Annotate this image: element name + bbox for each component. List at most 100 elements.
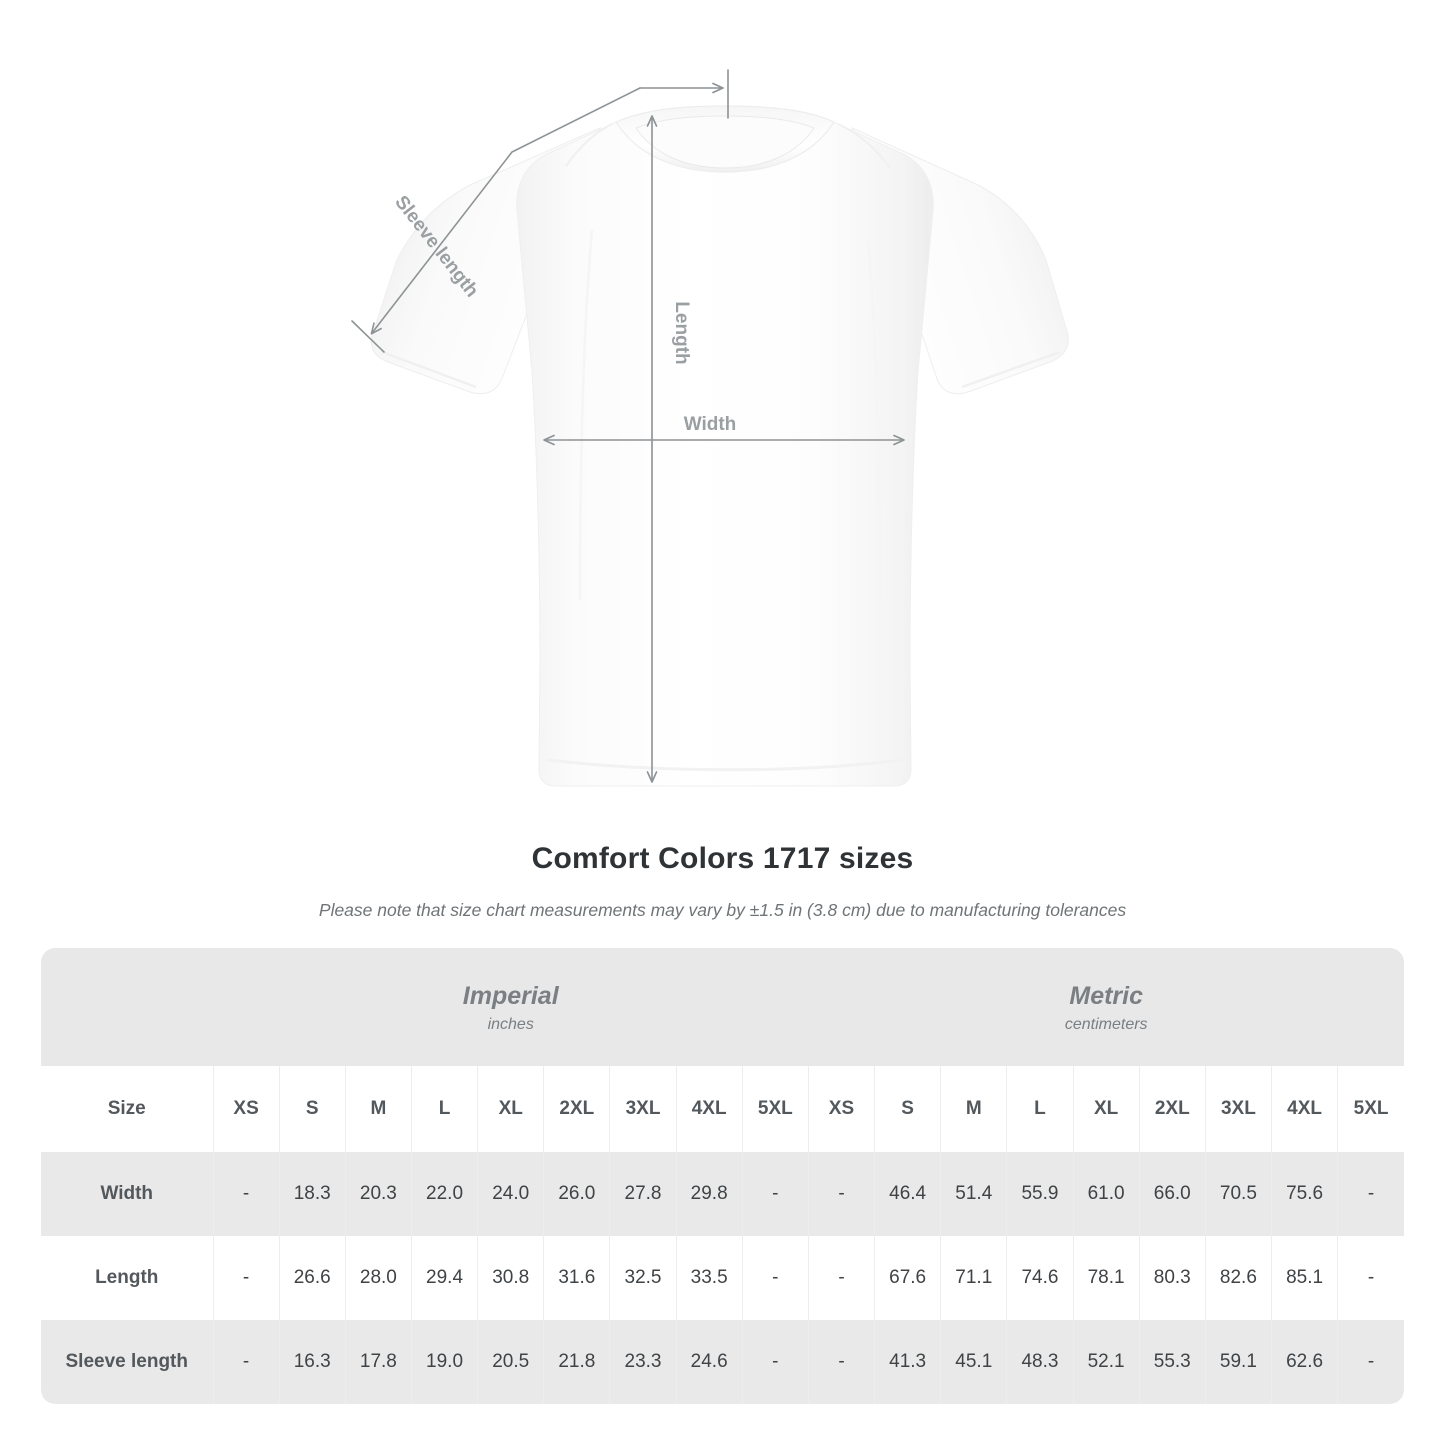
cell-sleeve-length-metric-xs: - — [807, 1320, 875, 1404]
cell-length-imperial-2xl: 31.6 — [543, 1236, 610, 1320]
cell-sleeve-length-imperial-5xl: - — [741, 1320, 809, 1404]
left-sleeve-hem — [381, 350, 477, 389]
bottom-hem — [547, 758, 903, 772]
column-header-imperial-5xl: 5XL — [741, 1066, 809, 1152]
sleeve-length-line — [370, 87, 641, 335]
unit-system-name: Metric — [1069, 981, 1144, 1010]
cell-sleeve-length-metric-5xl: - — [1337, 1320, 1404, 1404]
cell-sleeve-length-metric-l: 48.3 — [1006, 1320, 1074, 1404]
cell-width-metric-2xl: 66.0 — [1138, 1152, 1206, 1236]
cell-width-imperial-xl: 24.0 — [477, 1152, 544, 1236]
collar-opening — [635, 115, 815, 169]
size-header-row: Size XS S M L XL 2XL 3XL 4XL 5XL XS S M L XL 2XL 3XL 4XL 5… — [41, 1066, 1404, 1152]
column-header-metric-4xl: 4XL — [1270, 1066, 1338, 1152]
cell-length-metric-5xl: - — [1337, 1236, 1404, 1320]
cell-width-imperial-s: 18.3 — [278, 1152, 346, 1236]
cell-length-metric-s: 67.6 — [874, 1236, 941, 1320]
cell-width-metric-5xl: - — [1337, 1152, 1404, 1236]
column-header-metric-5xl: 5XL — [1337, 1066, 1404, 1152]
cell-length-imperial-m: 28.0 — [344, 1236, 412, 1320]
cell-sleeve-length-metric-2xl: 55.3 — [1138, 1320, 1206, 1404]
cell-length-imperial-3xl: 32.5 — [609, 1236, 677, 1320]
column-header-size: Size — [41, 1066, 213, 1152]
cell-width-metric-m: 51.4 — [940, 1152, 1007, 1236]
cell-width-metric-l: 55.9 — [1006, 1152, 1074, 1236]
cell-length-metric-xl: 78.1 — [1072, 1236, 1140, 1320]
table-row: Width -18.3 20.3 22.0 24.0 26.0 27.8 29.8- -46.4… — [41, 1152, 1404, 1236]
column-header-imperial-xl: XL — [477, 1066, 544, 1152]
table-row: Sleeve length -16.3 17.8 19.0 20.5 21.8 23.3 24… — [41, 1320, 1404, 1404]
cell-width-metric-xl: 61.0 — [1072, 1152, 1140, 1236]
column-header-metric-3xl: 3XL — [1204, 1066, 1272, 1152]
cell-sleeve-length-metric-4xl: 62.6 — [1270, 1320, 1338, 1404]
width-label: Width — [684, 414, 737, 435]
measurement-annotations — [351, 69, 905, 783]
cell-width-metric-s: 46.4 — [874, 1152, 941, 1236]
tshirt-illustration: Sleeve length Length Width — [351, 69, 1069, 787]
column-header-metric-2xl: 2XL — [1138, 1066, 1206, 1152]
column-header-imperial-s: S — [278, 1066, 346, 1152]
column-header-imperial-2xl: 2XL — [543, 1066, 610, 1152]
cell-length-imperial-5xl: - — [741, 1236, 809, 1320]
page-title: Comfort Colors 1717 sizes — [531, 842, 914, 875]
cell-width-imperial-5xl: - — [741, 1152, 809, 1236]
cell-sleeve-length-imperial-s: 16.3 — [278, 1320, 346, 1404]
cell-length-imperial-s: 26.6 — [278, 1236, 346, 1320]
cell-sleeve-length-imperial-xl: 20.5 — [477, 1320, 544, 1404]
fabric-fold-left — [578, 229, 594, 601]
cell-width-imperial-4xl: 29.8 — [675, 1152, 743, 1236]
unit-system-imperial: Imperial inches — [213, 948, 809, 1066]
column-header-metric-s: S — [874, 1066, 941, 1152]
row-label-length: Length — [41, 1236, 213, 1320]
column-header-metric-l: L — [1006, 1066, 1074, 1152]
unit-system-unit: centimeters — [1064, 1015, 1148, 1033]
cell-sleeve-length-imperial-3xl: 23.3 — [609, 1320, 677, 1404]
sleeve-length-end-tick — [351, 320, 385, 353]
tshirt-diagram-svg: Sleeve length Length Width — [351, 69, 1069, 787]
cell-sleeve-length-metric-m: 45.1 — [940, 1320, 1007, 1404]
cell-length-metric-3xl: 82.6 — [1204, 1236, 1272, 1320]
cell-length-metric-2xl: 80.3 — [1138, 1236, 1206, 1320]
unit-system-unit: inches — [487, 1015, 534, 1033]
tolerance-note: Please note that size chart measurements… — [318, 900, 1127, 920]
cell-width-metric-xs: - — [807, 1152, 875, 1236]
fabric-fold-right — [866, 239, 882, 601]
cell-sleeve-length-imperial-xs: - — [212, 1320, 280, 1404]
cell-width-metric-3xl: 70.5 — [1204, 1152, 1272, 1236]
column-header-metric-m: M — [940, 1066, 1007, 1152]
cell-width-imperial-xs: - — [212, 1152, 280, 1236]
right-sleeve-hem — [961, 350, 1061, 389]
column-header-imperial-l: L — [410, 1066, 478, 1152]
right-shoulder-seam — [837, 123, 891, 169]
cell-sleeve-length-imperial-m: 17.8 — [344, 1320, 412, 1404]
cell-sleeve-length-metric-s: 41.3 — [874, 1320, 941, 1404]
cell-width-imperial-m: 20.3 — [344, 1152, 412, 1236]
cell-length-imperial-4xl: 33.5 — [675, 1236, 743, 1320]
unit-row-spacer — [41, 948, 213, 1066]
cell-length-imperial-l: 29.4 — [410, 1236, 478, 1320]
cell-length-metric-4xl: 85.1 — [1270, 1236, 1338, 1320]
column-header-imperial-3xl: 3XL — [609, 1066, 677, 1152]
table-row: Length -26.6 28.0 29.4 30.8 31.6 32.5 33.5- -67.… — [41, 1236, 1404, 1320]
cell-sleeve-length-imperial-l: 19.0 — [410, 1320, 478, 1404]
cell-width-imperial-2xl: 26.0 — [543, 1152, 610, 1236]
heading-block: Comfort Colors 1717 sizes Please note th… — [0, 840, 1445, 922]
unit-system-metric: Metric centimeters — [808, 948, 1404, 1066]
column-header-imperial-xs: XS — [212, 1066, 280, 1152]
row-label-sleeve-length: Sleeve length — [41, 1320, 213, 1404]
cell-width-imperial-l: 22.0 — [410, 1152, 478, 1236]
cell-length-metric-xs: - — [807, 1236, 875, 1320]
cell-length-metric-m: 71.1 — [940, 1236, 1007, 1320]
column-header-metric-xl: XL — [1072, 1066, 1140, 1152]
size-chart-table-wrap: Imperial inches Metric centimeters Size XS S M L… — [41, 948, 1404, 1404]
size-chart-table: Imperial inches Metric centimeters Size XS S M L… — [41, 948, 1404, 1404]
cell-sleeve-length-metric-3xl: 59.1 — [1204, 1320, 1272, 1404]
shirt-body — [516, 107, 934, 787]
unit-system-name: Imperial — [462, 981, 559, 1010]
cell-sleeve-length-imperial-2xl: 21.8 — [543, 1320, 610, 1404]
row-label-width: Width — [41, 1152, 213, 1236]
left-shoulder-seam — [565, 123, 613, 167]
cell-width-imperial-3xl: 27.8 — [609, 1152, 677, 1236]
length-label: Length — [671, 301, 692, 364]
column-header-imperial-4xl: 4XL — [675, 1066, 743, 1152]
